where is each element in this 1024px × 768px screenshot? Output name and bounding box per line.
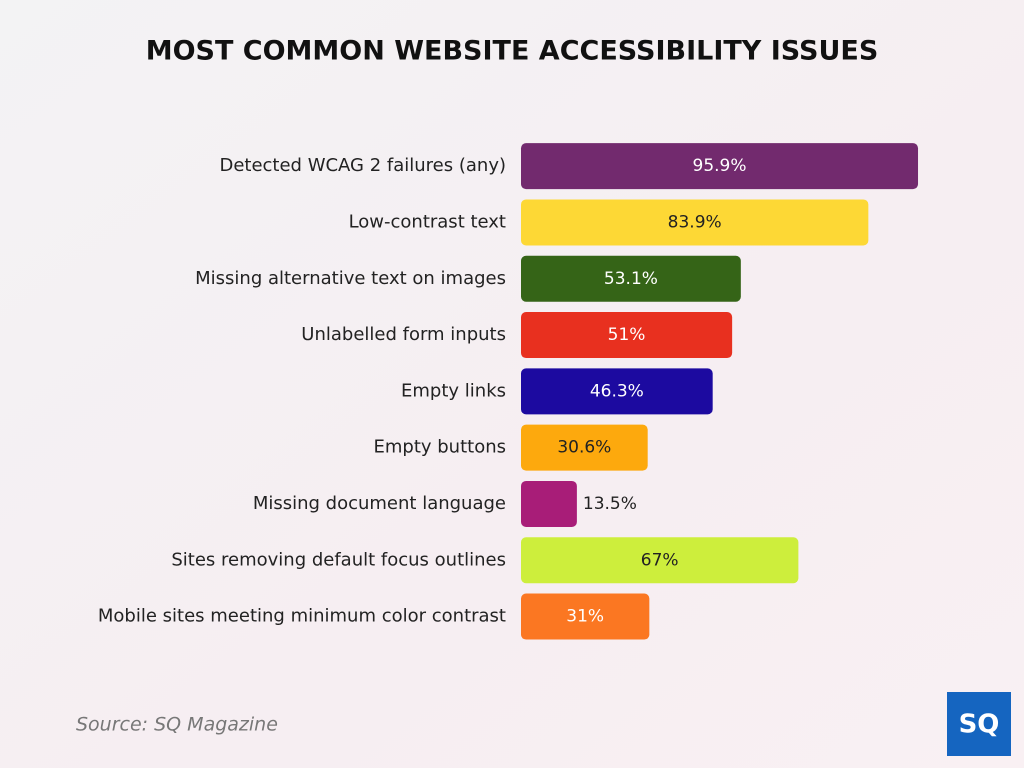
bar xyxy=(521,368,713,415)
bar xyxy=(521,312,733,359)
category-label: Missing alternative text on images xyxy=(195,268,506,289)
bar xyxy=(521,593,650,640)
value-label: 95.9% xyxy=(693,156,747,176)
logo-box xyxy=(947,692,1011,756)
value-label: 46.3% xyxy=(590,381,644,401)
chart-title: MOST COMMON WEBSITE ACCESSIBILITY ISSUES xyxy=(146,36,879,67)
bar xyxy=(521,424,648,471)
bar xyxy=(521,255,741,302)
value-label: 13.5% xyxy=(583,494,637,514)
bar xyxy=(521,537,799,584)
source: Source: SQ Magazine xyxy=(76,714,278,736)
bar xyxy=(521,143,919,190)
value-label: 31% xyxy=(566,607,604,627)
category-label: Sites removing default focus outlines xyxy=(171,549,506,570)
bar xyxy=(521,480,577,527)
value-label: 83.9% xyxy=(668,212,722,232)
category-label: Detected WCAG 2 failures (any) xyxy=(219,155,506,176)
value-label: 67% xyxy=(641,550,679,570)
value-label: 30.6% xyxy=(557,438,611,458)
category-label: Missing document language xyxy=(253,493,506,514)
value-label: 51% xyxy=(608,325,646,345)
category-label: Low-contrast text xyxy=(349,211,506,232)
value-label: 53.1% xyxy=(604,269,658,289)
category-label: Empty links xyxy=(401,380,506,401)
bar xyxy=(521,199,869,246)
category-label: Mobile sites meeting minimum color contr… xyxy=(98,606,506,627)
logo: SQ xyxy=(959,710,1000,740)
category-label: Unlabelled form inputs xyxy=(301,324,506,345)
category-label: Empty buttons xyxy=(373,437,506,458)
